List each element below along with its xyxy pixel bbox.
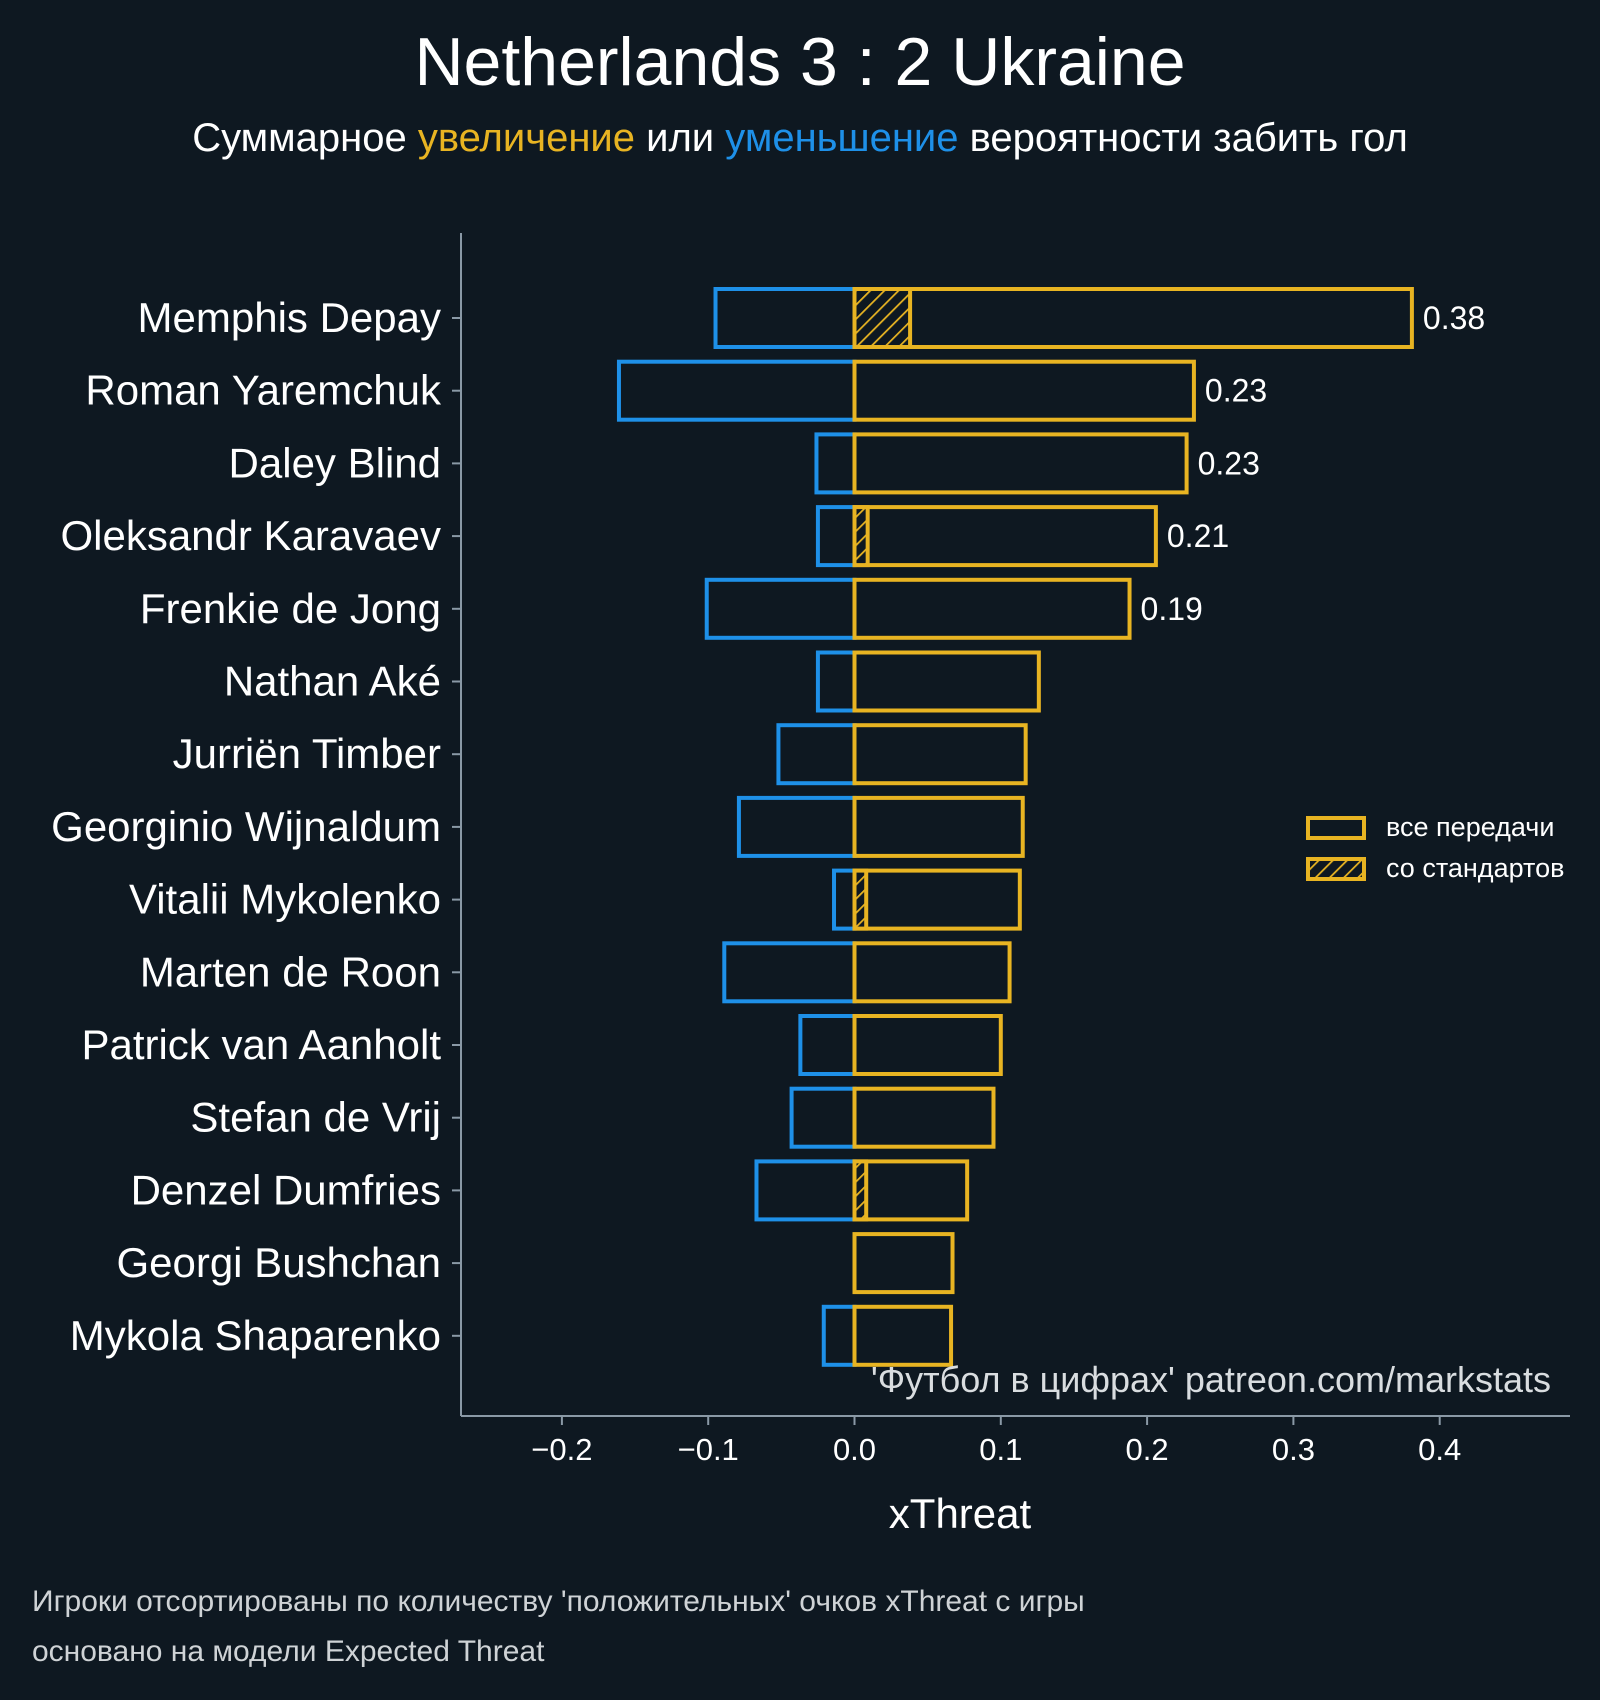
player-label: Stefan de Vrij [190, 1094, 441, 1141]
player-label: Memphis Depay [138, 294, 441, 341]
chart-subtitle: Суммарное увеличение или уменьшение веро… [0, 112, 1600, 164]
value-label: 0.21 [1167, 518, 1229, 554]
positive-bar [852, 359, 1196, 422]
x-tick-label: 0.3 [1272, 1432, 1315, 1467]
negative-bar [754, 1159, 857, 1222]
negative-bar [704, 577, 857, 640]
player-label: Mykola Shaparenko [70, 1312, 441, 1359]
player-label: Roman Yaremchuk [85, 367, 442, 414]
player-label: Patrick van Aanholt [81, 1021, 441, 1068]
legend-label: со стандартов [1386, 853, 1564, 883]
subtitle-decrease-word: уменьшение [725, 116, 959, 160]
positive-bar [852, 868, 1022, 931]
player-label: Georginio Wijnaldum [51, 803, 441, 850]
negative-bar [815, 650, 857, 713]
negative-bar [736, 795, 857, 858]
positive-bar [852, 795, 1025, 858]
negative-bar [821, 1304, 857, 1367]
positive-bar [852, 287, 1414, 349]
negative-bar [776, 723, 857, 786]
subtitle-part-1: Суммарное [192, 116, 418, 160]
player-label: Nathan Aké [224, 658, 441, 705]
positive-bar [852, 577, 1132, 640]
chart-title: Netherlands 3 : 2 Ukraine [414, 24, 1186, 100]
negative-bar [832, 868, 857, 931]
positive-bar [852, 1232, 955, 1295]
subtitle-increase-word: увеличение [417, 116, 635, 160]
negative-bar [814, 432, 857, 495]
footnote-sorting: Игроки отсортированы по количеству 'поло… [32, 1585, 1085, 1618]
positive-bar [852, 650, 1041, 713]
footnote-model: основано на модели Expected Threat [32, 1635, 545, 1668]
player-label: Georgi Bushchan [116, 1239, 441, 1286]
player-label: Frenkie de Jong [140, 585, 441, 632]
x-tick-label: 0.4 [1418, 1432, 1461, 1467]
set-piece-bar [852, 868, 869, 931]
player-label: Oleksandr Karavaev [60, 512, 441, 559]
x-tick-label: −0.1 [678, 1432, 739, 1467]
negative-bar [713, 287, 857, 349]
negative-bar [798, 1014, 857, 1076]
negative-bar [789, 1086, 857, 1149]
value-label: 0.38 [1423, 300, 1485, 336]
x-tick-label: 0.2 [1126, 1432, 1169, 1467]
positive-bar [852, 723, 1028, 786]
player-label: Denzel Dumfries [131, 1166, 441, 1213]
positive-bar [852, 432, 1189, 495]
x-tick-label: −0.2 [531, 1432, 592, 1467]
watermark: 'Футбол в цифрах' patreon.com/markstats [871, 1359, 1551, 1400]
value-label: 0.23 [1198, 445, 1260, 481]
negative-bar [722, 941, 857, 1004]
set-piece-bar [852, 287, 913, 349]
player-label: Daley Blind [229, 439, 441, 486]
legend-swatch-all-passes [1306, 816, 1366, 840]
negative-bar [616, 359, 857, 422]
set-piece-bar [852, 1159, 869, 1222]
value-label: 0.23 [1205, 373, 1267, 409]
player-label: Vitalii Mykolenko [129, 876, 441, 923]
x-tick-label: 0.1 [979, 1432, 1022, 1467]
positive-bar [852, 1159, 970, 1222]
player-label: Marten de Roon [140, 948, 441, 995]
set-piece-bar [852, 505, 870, 568]
subtitle-part-3: вероятности забить гол [958, 116, 1408, 160]
positive-bar [852, 1086, 996, 1149]
x-tick-label: 0.0 [833, 1432, 876, 1467]
negative-bar [815, 505, 857, 568]
positive-bar [852, 941, 1012, 1004]
legend-label: все передачи [1386, 812, 1554, 842]
x-axis-label: xThreat [889, 1490, 1032, 1537]
subtitle-part-2: или [635, 116, 726, 160]
positive-bar [852, 505, 1158, 568]
player-label: Jurriën Timber [173, 730, 441, 777]
positive-bar [852, 1304, 954, 1367]
legend-swatch-set-pieces [1306, 857, 1366, 881]
value-label: 0.19 [1141, 591, 1203, 627]
positive-bar [852, 1014, 1003, 1076]
